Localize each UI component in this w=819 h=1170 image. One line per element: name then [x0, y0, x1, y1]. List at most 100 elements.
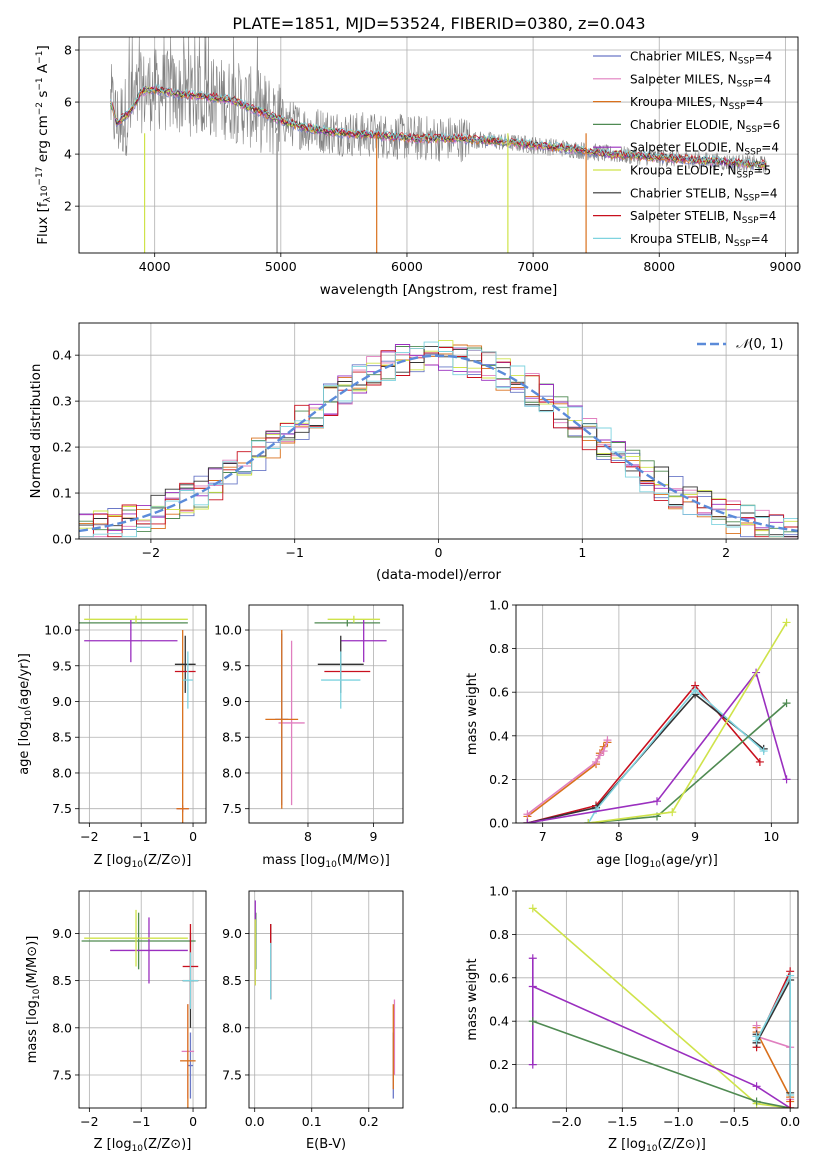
spectrum-panel: 4000 5000 6000 7000 8000 9000 2 4 6 8 wavelength […: [35, 36, 801, 298]
weight_vs_age-ytick-label: 0.4: [489, 728, 509, 743]
weight_vs_age-marker: [603, 736, 612, 745]
residuals-ytick-label: 0.0: [52, 532, 72, 547]
spectrum-xlabel: wavelength [Angstrom, rest frame]: [320, 282, 558, 298]
weight_vs_Z-marker: [752, 1082, 761, 1091]
weight_vs_Z-ytick-label: 0.0: [489, 1101, 509, 1116]
spectrum-legend-label-7: Salpeter STELIB, NSSP=4: [630, 209, 776, 226]
spectrum-model-line-6: [110, 86, 767, 168]
weight_vs_age-marker: [653, 797, 661, 806]
age_vs_Z-ytick-label: 8.5: [52, 730, 72, 745]
residuals-ytick-label: 0.4: [52, 348, 72, 363]
residuals-xtick-label: 0: [435, 545, 443, 560]
weight_vs_Z-ylabel: mass weight: [465, 958, 480, 1040]
spectrum-legend-label-0: Chabrier MILES, NSSP=4: [630, 50, 772, 67]
age_vs_Z-ylabel: age [log10(age/yr)]: [17, 653, 34, 775]
weight_vs_age-marker: [592, 757, 601, 766]
spectrum-ytick-label: 8: [64, 43, 72, 58]
weight_vs_age-xlabel: age [log10(age/yr)]: [596, 853, 718, 870]
age_vs_mass-ytick-label: 9.0: [222, 694, 242, 709]
spectrum-plot-area: [110, 37, 767, 253]
weight_vs_Z-panel: −2.0 −1.5 −1.0 −0.5 0.0 0.0 0.2 0.4 0.6 0.8 1.0 Z […: [465, 884, 800, 1155]
mass_vs_ebv-ytick-label: 7.5: [222, 1067, 242, 1082]
spectrum-xtick-label: 5000: [265, 259, 297, 274]
spectrum-ylabel: Flux [fλ10−17 erg cm−2 s−1 A−1]: [35, 45, 53, 244]
mass_vs_ebv-xtick-label: 0.2: [359, 1114, 379, 1129]
mass_vs_ebv-frame: [248, 890, 404, 1109]
age_vs_Z-xtick-label: −1: [132, 829, 150, 844]
weight_vs_age-marker: [595, 751, 604, 760]
spectrum-xtick-label: 7000: [517, 259, 549, 274]
mass_vs_Z-ytick-label: 8.5: [52, 973, 72, 988]
age_vs_Z-ytick-label: 8.0: [52, 765, 72, 780]
residuals-plot-area: [79, 340, 798, 538]
weight_vs_age-marker: [523, 810, 532, 819]
spectrum-xtick-label: 8000: [643, 259, 675, 274]
spectrum-ytick-label: 2: [64, 199, 72, 214]
age_vs_mass-ytick-label: 8.5: [222, 730, 242, 745]
spectrum-xtick-label: 6000: [391, 259, 423, 274]
weight_vs_age-marker: [668, 808, 677, 817]
mass_vs_Z-ytick-label: 8.0: [52, 1020, 72, 1035]
age_vs_mass-ytick-label: 7.5: [222, 801, 242, 816]
weight_vs_age-marker: [759, 747, 768, 756]
mass_vs_ebv-xtick-label: 0.1: [302, 1114, 322, 1129]
weight_vs_age-ylabel: mass weight: [465, 673, 480, 755]
spectrum-legend-label-1: Salpeter MILES, NSSP=4: [630, 72, 771, 89]
weight_vs_Z-series-6: [755, 979, 791, 1093]
residual-step-8: [79, 341, 798, 538]
residuals-xtick-label: −2: [142, 545, 160, 560]
weight_vs_Z-marker: [752, 1097, 761, 1106]
spectrum-legend-label-5: Kroupa ELODIE, NSSP=5: [630, 164, 771, 181]
mass_vs_Z-xlabel: Z [log10(Z/Z⊙)]: [94, 1137, 192, 1154]
weight_vs_age-marker: [782, 618, 791, 627]
mass_vs_ebv-ytick-label: 8.5: [222, 973, 242, 988]
figure-title: PLATE=1851, MJD=53524, FIBERID=0380, z=0…: [232, 14, 645, 33]
residuals-frame: [78, 322, 799, 540]
weight_vs_Z-plot-area: [528, 904, 795, 1108]
weight_vs_age-marker: [755, 757, 764, 766]
mass_vs_Z-xtick-label: 0: [189, 1114, 197, 1129]
weight_vs_age-series-5: [527, 670, 788, 823]
weight_vs_age-xtick-label: 8: [615, 829, 623, 844]
spectrum-xtick-label: 4000: [139, 259, 171, 274]
weight_vs_Z-ytick-label: 0.2: [489, 1057, 509, 1072]
weight_vs_age-marker: [592, 805, 601, 814]
weight_vs_age-ytick-label: 0.8: [489, 641, 509, 656]
weight_vs_age-marker: [782, 699, 791, 708]
residuals-ylabel: Normed distribution: [28, 364, 44, 499]
residuals-ytick-label: 0.2: [52, 440, 72, 455]
mass_vs_ebv-ytick-label: 8.0: [222, 1020, 242, 1035]
mass_vs_Z-panel: −2 −1 0 7.5 8.0 8.5 9.0 Z [log10(Z/Z⊙)] mass [lo…: [25, 890, 207, 1154]
weight_vs_age-xtick-label: 10: [763, 829, 779, 844]
weight_vs_Z-marker: [752, 1036, 761, 1045]
age_vs_Z-xlabel: Z [log10(Z/Z⊙)]: [94, 853, 192, 870]
spectrum-model-line-5: [110, 85, 767, 169]
residuals-xlabel: (data-model)/error: [376, 567, 502, 583]
residual-gaussian-line: [79, 354, 798, 533]
weight_vs_Z-xtick-label: −1.0: [663, 1114, 693, 1129]
spectrum-ytick-label: 4: [64, 147, 72, 162]
weight_vs_Z-series-7: [755, 975, 791, 1095]
weight_vs_Z-xtick-label: −0.5: [719, 1114, 749, 1129]
weight_vs_Z-marker: [528, 982, 537, 991]
weight_vs_age-panel: 7 8 9 10 0.0 0.2 0.4 0.6 0.8 1.0 age [log10(age/yr…: [465, 598, 799, 870]
spectrum-legend-label-6: Chabrier STELIB, NSSP=4: [630, 186, 778, 203]
age_vs_Z-xtick-label: 0: [189, 829, 197, 844]
mass_vs_Z-ytick-label: 7.5: [52, 1067, 72, 1082]
weight_vs_Z-ytick-label: 0.4: [489, 1014, 509, 1029]
weight_vs_Z-marker: [786, 971, 795, 980]
weight_vs_Z-ytick-label: 1.0: [489, 884, 509, 899]
weight_vs_age-ytick-label: 1.0: [489, 598, 509, 613]
weight_vs_Z-marker: [786, 1104, 795, 1108]
spectrum-legend-label-8: Kroupa STELIB, NSSP=4: [630, 232, 768, 249]
weight_vs_Z-marker: [752, 1021, 761, 1030]
mass_vs_Z-xtick-label: −2: [80, 1114, 98, 1129]
age_vs_Z-frame: [78, 604, 207, 824]
weight_vs_Z-xtick-label: −1.5: [607, 1114, 637, 1129]
weight_vs_Z-ytick-label: 0.8: [489, 927, 509, 942]
age_vs_Z-ytick-label: 7.5: [52, 801, 72, 816]
weight_vs_Z-series-1: [532, 958, 791, 1108]
spectrum-model-line-8: [110, 83, 767, 166]
weight_vs_age-marker: [599, 747, 608, 756]
age_vs_Z-ytick-label: 9.5: [52, 658, 72, 673]
